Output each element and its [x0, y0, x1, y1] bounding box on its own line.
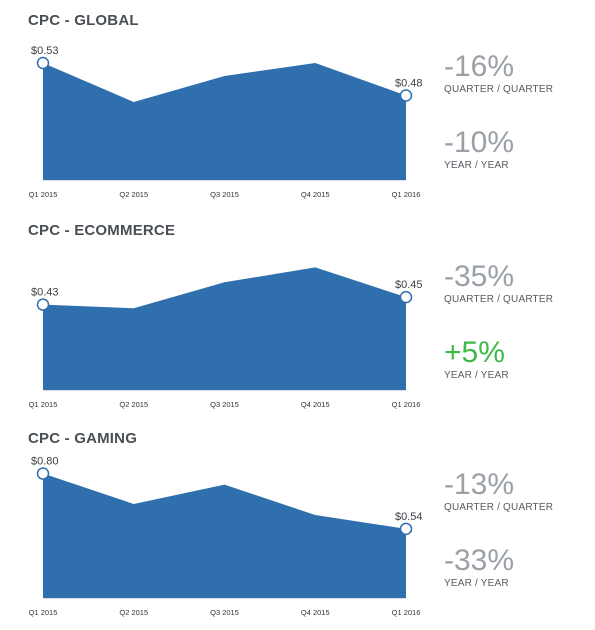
- area-chart: Q1 2015 Q2 2015 Q3 2015 Q4 2015 Q1 2016 $0.53…: [29, 45, 423, 199]
- stat-label: YEAR / YEAR: [444, 160, 509, 171]
- x-tick-label: Q3 2015: [210, 608, 239, 617]
- data-point-marker-first: [36, 467, 50, 480]
- area-chart: Q1 2015 Q2 2015 Q3 2015 Q4 2015 Q1 2016 $0.43…: [29, 267, 423, 409]
- stat-value: -16%: [444, 50, 515, 83]
- x-tick-label: Q2 2015: [119, 608, 148, 617]
- data-label-first: $0.80: [31, 456, 59, 468]
- chart-panel-3: CPC - GAMING Q1 2015 Q2 2015 Q3 2015 Q4 2015…: [0, 430, 595, 630]
- stat-value: -10%: [444, 126, 515, 159]
- x-tick-label: Q1 2015: [29, 190, 58, 199]
- data-label-last: $0.48: [395, 78, 423, 90]
- stat-quarter-over-quarter: -35% QUARTER / QUARTER: [444, 260, 554, 306]
- area-series: [43, 63, 406, 180]
- x-tick-label: Q4 2015: [301, 190, 330, 199]
- stat-value: -13%: [444, 468, 515, 501]
- x-tick-label: Q4 2015: [301, 400, 330, 409]
- x-tick-label: Q3 2015: [210, 190, 239, 199]
- x-tick-label: Q3 2015: [210, 400, 239, 409]
- data-label-last: $0.54: [395, 511, 423, 523]
- data-point-marker-first: [36, 56, 50, 70]
- stat-label: YEAR / YEAR: [444, 578, 509, 589]
- x-tick-label: Q1 2015: [29, 400, 58, 409]
- stat-label: YEAR / YEAR: [444, 370, 509, 381]
- data-point-marker-first: [36, 298, 50, 311]
- stat-label: QUARTER / QUARTER: [444, 294, 554, 305]
- stat-value: +5%: [444, 336, 505, 369]
- area-chart: Q1 2015 Q2 2015 Q3 2015 Q4 2015 Q1 2016 $0.80…: [29, 456, 423, 617]
- stat-label: QUARTER / QUARTER: [444, 84, 554, 95]
- x-tick-label: Q2 2015: [119, 400, 148, 409]
- stat-value: -35%: [444, 260, 515, 293]
- chart-title: CPC - GLOBAL: [28, 12, 139, 29]
- stat-label: QUARTER / QUARTER: [444, 502, 554, 513]
- data-point-marker-last: [399, 89, 413, 102]
- data-point-marker-last: [399, 522, 413, 536]
- area-series: [43, 267, 406, 390]
- chart-title: CPC - GAMING: [28, 430, 138, 447]
- stat-year-over-year: -33% YEAR / YEAR: [444, 544, 515, 590]
- x-tick-label: Q1 2016: [392, 608, 421, 617]
- stat-quarter-over-quarter: -13% QUARTER / QUARTER: [444, 468, 554, 514]
- stat-value: -33%: [444, 544, 515, 577]
- chart-title: CPC - ECOMMERCE: [28, 222, 176, 239]
- chart-panel-1: CPC - GLOBAL Q1 2015 Q2 2015 Q3 2015 Q4 2015…: [0, 12, 595, 212]
- data-label-first: $0.53: [31, 45, 59, 57]
- x-tick-label: Q2 2015: [119, 190, 148, 199]
- stat-quarter-over-quarter: -16% QUARTER / QUARTER: [444, 50, 554, 96]
- x-tick-label: Q1 2015: [29, 608, 58, 617]
- x-tick-label: Q1 2016: [392, 400, 421, 409]
- x-tick-label: Q1 2016: [392, 190, 421, 199]
- data-label-last: $0.45: [395, 279, 423, 291]
- area-series: [43, 473, 406, 598]
- x-tick-label: Q4 2015: [301, 608, 330, 617]
- data-point-marker-last: [399, 290, 413, 304]
- stat-year-over-year: +5% YEAR / YEAR: [444, 336, 509, 382]
- stat-year-over-year: -10% YEAR / YEAR: [444, 126, 515, 172]
- data-label-first: $0.43: [31, 287, 59, 299]
- chart-panel-2: CPC - ECOMMERCE Q1 2015 Q2 2015 Q3 2015 Q4 2…: [0, 222, 595, 422]
